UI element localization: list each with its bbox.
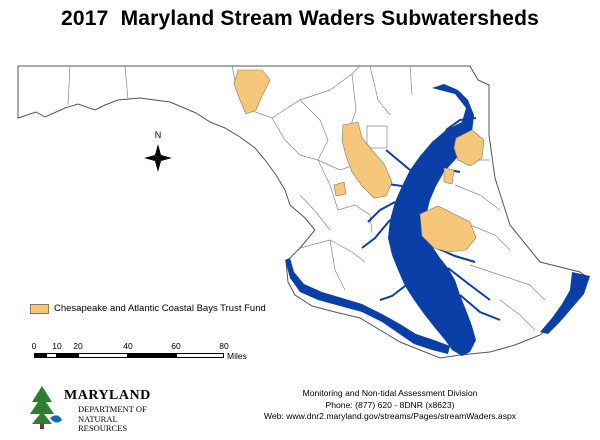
state-outline	[17, 65, 589, 359]
scale-segment	[34, 353, 46, 358]
scale-tick-60: 60	[171, 341, 181, 351]
map-legend: Chesapeake and Atlantic Coastal Bays Tru…	[30, 303, 266, 314]
logo-title: MARYLAND	[64, 388, 151, 403]
legend-label: Chesapeake and Atlantic Coastal Bays Tru…	[54, 303, 266, 314]
scale-segment	[46, 353, 57, 358]
contact-footer: Monitoring and Non-tidal Assessment Divi…	[240, 388, 540, 423]
scale-tick-10: 10	[52, 341, 62, 351]
north-arrow-icon	[144, 144, 172, 172]
legend-swatch	[30, 303, 49, 314]
logo-subtitle-line1: DEPARTMENT OF	[78, 404, 147, 414]
scale-segment	[176, 353, 224, 358]
north-arrow-label: N	[155, 130, 162, 140]
logo-subtitle-line2: NATURAL RESOURCES	[78, 413, 128, 433]
tree-icon	[30, 386, 62, 429]
subwatershed-cluster-east	[419, 205, 477, 253]
scale-tick-40: 40	[123, 341, 133, 351]
subwatershed-cluster-west	[233, 69, 271, 115]
potomac-river	[285, 258, 450, 354]
footer-division: Monitoring and Non-tidal Assessment Divi…	[302, 388, 478, 398]
dnr-logo: MARYLAND DEPARTMENT OF NATURAL RESOURCES	[28, 382, 168, 434]
subwatershed-cluster-small	[333, 181, 347, 197]
footer-phone: Phone: (877) 620 - 8DNR (x8623)	[325, 399, 455, 410]
logo-subtitle: DEPARTMENT OF NATURAL RESOURCES	[78, 404, 168, 434]
chesapeake-bay	[388, 84, 476, 356]
scale-tick-20: 20	[73, 341, 83, 351]
scale-segment	[128, 353, 176, 358]
scale-tick-0: 0	[31, 341, 37, 351]
footer-web: Web: www.dnr2.maryland.gov/streams/Pages…	[263, 411, 517, 421]
scale-segment	[57, 353, 78, 358]
scale-bar: 0 10 20 40 60 80 Miles	[32, 341, 262, 371]
subwatershed-cluster-central	[341, 121, 393, 199]
scale-unit: Miles	[227, 351, 247, 361]
scale-tick-80: 80	[219, 341, 229, 351]
map-title: 2017 Maryland Stream Waders Subwatershed…	[61, 7, 539, 30]
scale-segment	[78, 353, 128, 358]
subwatershed-cluster-mid-east	[443, 167, 455, 185]
subwatershed-cluster-ne	[453, 129, 485, 167]
atlantic-coast	[540, 272, 590, 334]
trust-fund-subwatersheds	[233, 69, 485, 253]
